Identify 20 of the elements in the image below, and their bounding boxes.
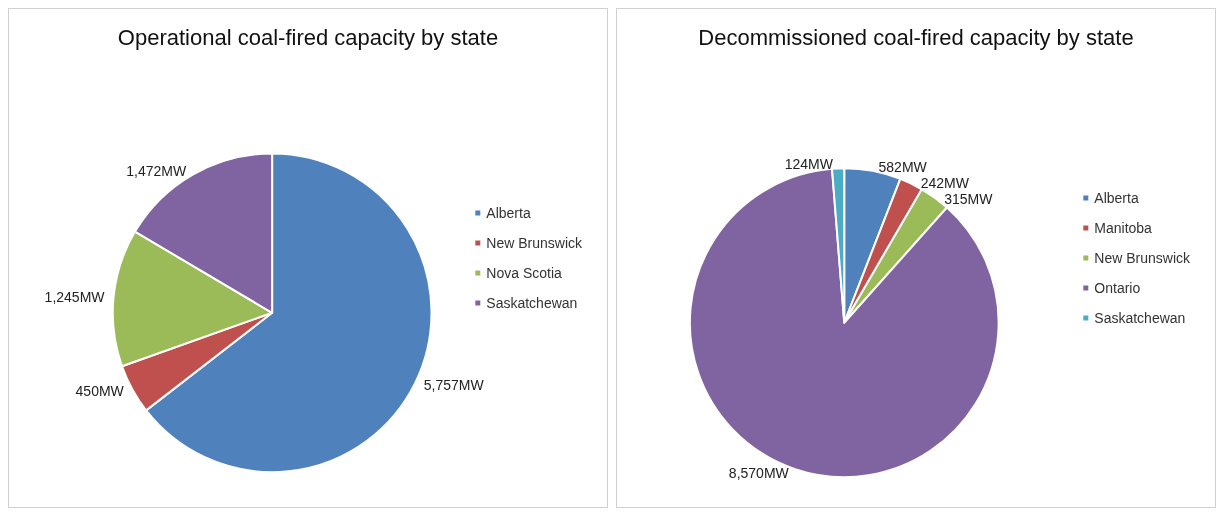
data-label: 450MW	[75, 383, 125, 400]
data-label: 315MW	[944, 191, 994, 208]
legend-label: Saskatchewan	[1094, 310, 1186, 326]
data-label: 1,472MW	[126, 162, 187, 179]
legend-label: Saskatchewan	[486, 295, 578, 311]
data-label: 242MW	[920, 175, 970, 192]
chart-title: Operational coal-fired capacity by state	[117, 24, 499, 50]
legend-label: Ontario	[1094, 280, 1141, 296]
chart-title: Decommissioned coal-fired capacity by state	[698, 24, 1134, 50]
data-label: 1,245MW	[44, 289, 106, 306]
data-label: 5,757MW	[423, 376, 485, 393]
legend-label: New Brunswick	[486, 235, 583, 251]
legend-label: Nova Scotia	[486, 265, 563, 281]
legend-label: Alberta	[486, 205, 531, 221]
data-label: 582MW	[878, 159, 928, 176]
legend-label: Manitoba	[1094, 220, 1153, 236]
legend-label: Alberta	[1094, 190, 1139, 206]
data-label: 8,570MW	[728, 464, 790, 481]
legend-label: New Brunswick	[1094, 250, 1191, 266]
data-label: 124MW	[784, 156, 834, 173]
